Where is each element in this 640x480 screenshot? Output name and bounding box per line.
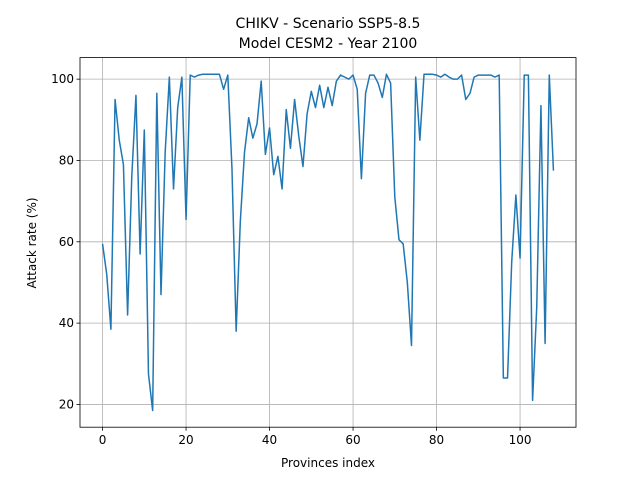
chart-subtitle: Model CESM2 - Year 2100 — [239, 36, 418, 52]
y-axis-label: Attack rate (%) — [25, 197, 39, 288]
y-tick-label: 100 — [51, 72, 74, 86]
x-tick-label: 80 — [429, 433, 444, 447]
x-tick-label: 100 — [509, 433, 532, 447]
plot-frame — [79, 57, 577, 428]
x-axis-label: Provinces index — [281, 456, 375, 470]
x-tick-label: 0 — [99, 433, 107, 447]
x-tick-label: 60 — [345, 433, 360, 447]
y-tick-label: 60 — [59, 235, 74, 249]
y-tick-label: 40 — [59, 316, 74, 330]
x-tick-label: 40 — [262, 433, 277, 447]
y-tick-label: 80 — [59, 153, 74, 167]
y-tick-label: 20 — [59, 397, 74, 411]
data-line — [101, 73, 555, 412]
chart-title: CHIKV - Scenario SSP5-8.5 — [236, 16, 421, 32]
x-tick-label: 20 — [178, 433, 193, 447]
